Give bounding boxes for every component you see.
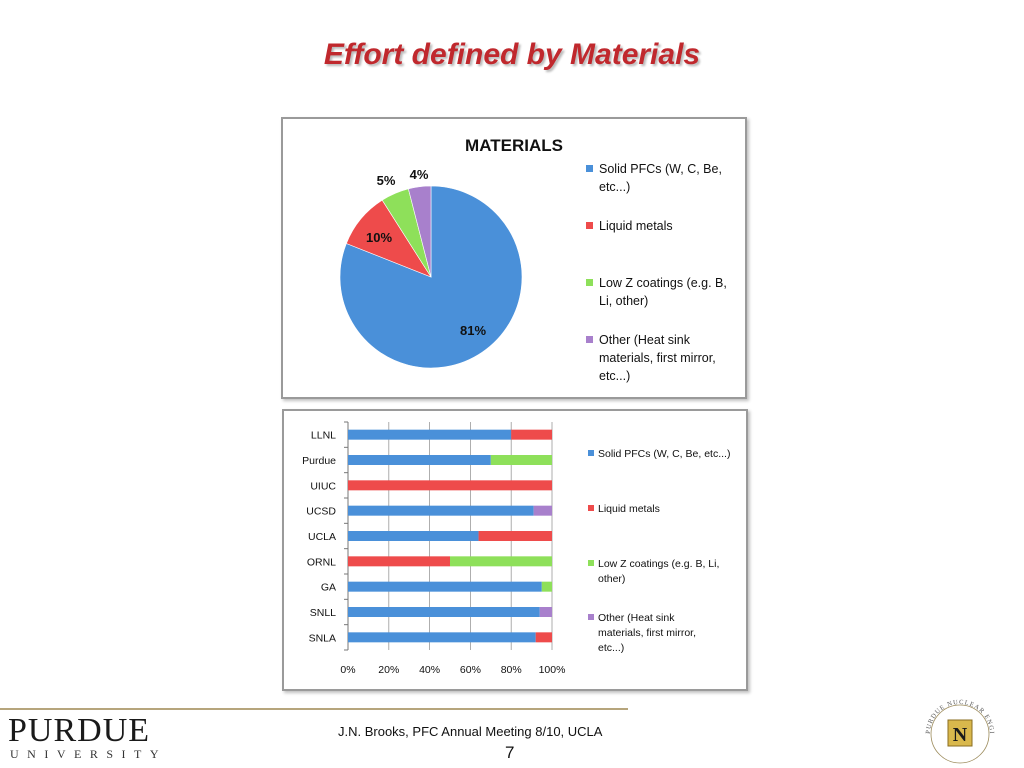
footer-citation: J.N. Brooks, PFC Annual Meeting 8/10, UC… (338, 724, 603, 739)
y-category-label: SNLA (309, 632, 336, 644)
legend-swatch (586, 222, 593, 229)
pie-slice (408, 185, 432, 278)
bar-segment (348, 505, 534, 516)
bar-segment (511, 429, 552, 440)
legend-label: etc...) (599, 180, 630, 194)
pie-slice-label: 81% (460, 323, 486, 338)
x-tick-label: 40% (419, 664, 440, 676)
footer-rule (0, 708, 628, 710)
bar-segment (348, 607, 540, 617)
legend-label: materials, first mirror, (599, 351, 716, 365)
legend-label: Low Z coatings (e.g. B, (599, 276, 727, 290)
legend-label: Li, other) (599, 294, 648, 308)
legend-label: Other (Heat sink (598, 612, 675, 624)
slide-title: Effort defined by Materials (323, 38, 701, 71)
bar-segment (348, 632, 536, 643)
seal-ring (930, 704, 990, 764)
purdue-logo-word: PURDUE (8, 712, 151, 749)
legend-label: Other (Heat sink (599, 333, 691, 347)
y-category-label: ORNL (307, 556, 336, 568)
x-tick-label: 80% (501, 664, 522, 676)
x-tick-label: 20% (378, 664, 399, 676)
x-tick-label: 100% (539, 664, 566, 676)
y-category-label: GA (321, 582, 336, 594)
page-number: 7 (505, 743, 515, 762)
pie-chart-title: MATERIALS (465, 136, 563, 155)
bar-chart-panel: 0% 20% 40% 60% 80% 100% LLNL Purdue UIUC UCSD UCLA… (282, 409, 748, 691)
seal-letter-n-icon: N (953, 724, 968, 746)
pie-chart-panel: MATERIALS 81% 10% 5% 4% Solid PFCs (W, C, Be,… (281, 117, 747, 399)
bar-segment (533, 505, 552, 516)
y-category-label: SNLL (310, 607, 336, 619)
legend-label: etc...) (599, 369, 630, 383)
seal-shield (947, 719, 973, 747)
bar-segment (478, 531, 552, 541)
legend-swatch (588, 450, 594, 456)
nuclear-engineering-seal-logo: PURDUE NUCLEAR ENGINEERING N (917, 691, 994, 764)
pie-slice-label: 4% (410, 167, 429, 182)
bar-segment (348, 429, 512, 440)
bar-segment (348, 556, 450, 567)
y-category-label: LLNL (311, 430, 336, 442)
legend-swatch (586, 165, 593, 172)
x-tick-label: 0% (340, 664, 355, 676)
bar-segment (535, 632, 552, 643)
legend-label: other) (598, 573, 625, 585)
bar-segment (541, 581, 552, 592)
y-category-label: UIUC (310, 480, 336, 492)
bar-segment (539, 607, 552, 617)
y-category-label: UCSD (306, 506, 336, 518)
bar-segment (450, 556, 552, 567)
legend-label: Liquid metals (598, 503, 660, 515)
bar-segment (348, 480, 552, 491)
legend-label: Low Z coatings (e.g. B, Li, (598, 558, 719, 570)
x-tick-label: 60% (460, 664, 481, 676)
purdue-logo-subtitle: UNIVERSITY (10, 747, 167, 761)
legend-label: materials, first mirror, (598, 627, 696, 639)
legend-swatch (588, 560, 594, 566)
bar-segment (348, 531, 479, 541)
legend-swatch (586, 336, 593, 343)
legend-label: etc...) (598, 642, 624, 654)
pie-slice-label: 10% (366, 230, 392, 245)
bar-segment (348, 581, 542, 592)
legend-swatch (588, 614, 594, 620)
legend-label: Liquid metals (599, 219, 673, 233)
stacked-bar-chart: 0% 20% 40% 60% 80% 100% LLNL Purdue UIUC UCSD UCLA… (302, 421, 730, 676)
y-category-label: Purdue (302, 455, 336, 467)
y-category-label: UCLA (308, 531, 336, 543)
bar-segment (348, 455, 491, 465)
pie-chart: MATERIALS 81% 10% 5% 4% Solid PFCs (W, C, Be,… (339, 136, 727, 383)
legend-swatch (586, 279, 593, 286)
bar-segment (490, 455, 552, 465)
legend-swatch (588, 505, 594, 511)
legend-label: Solid PFCs (W, C, Be, (599, 162, 722, 176)
pie-slice-label: 5% (377, 173, 396, 188)
legend-label: Solid PFCs (W, C, Be, etc...) (598, 448, 730, 460)
